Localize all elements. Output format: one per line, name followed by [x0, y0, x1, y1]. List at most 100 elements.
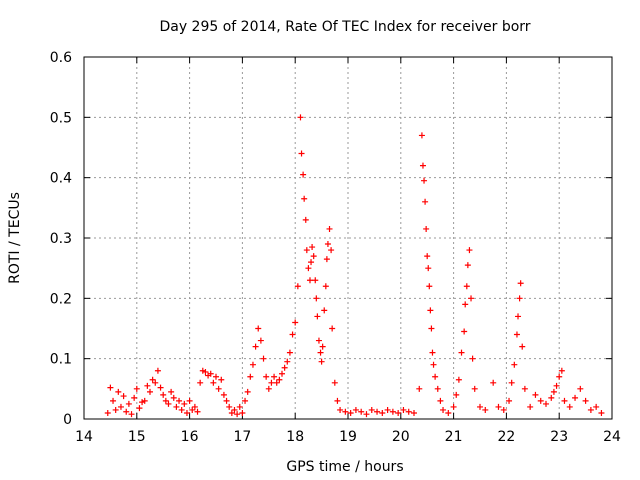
data-point [577, 385, 584, 392]
data-point [120, 393, 127, 400]
data-point [279, 370, 285, 377]
data-point [136, 405, 143, 412]
data-point [260, 355, 267, 362]
data-point [123, 408, 130, 415]
data-point [422, 198, 429, 205]
data-point [152, 379, 159, 386]
data-point [400, 406, 407, 413]
data-point [226, 403, 233, 410]
x-tick-label: 14 [75, 429, 93, 445]
data-point [553, 382, 560, 389]
data-point [326, 225, 333, 232]
data-point [317, 349, 324, 356]
data-point [587, 406, 594, 413]
data-point [423, 225, 430, 232]
data-point [363, 411, 370, 418]
data-point [162, 397, 169, 404]
data-point [310, 253, 317, 260]
data-point [463, 283, 470, 290]
data-point [284, 358, 291, 365]
x-tick-label: 18 [286, 429, 304, 445]
data-point [427, 307, 434, 314]
data-point [139, 399, 146, 406]
data-point [289, 331, 296, 338]
data-point [368, 406, 375, 413]
data-point [468, 295, 475, 302]
data-point [461, 328, 468, 335]
y-tick-label: 0.1 [50, 352, 72, 368]
data-point [572, 394, 579, 401]
data-point [411, 409, 417, 416]
data-point [416, 385, 423, 392]
data-point [429, 349, 436, 356]
x-tick-label: 21 [445, 429, 463, 445]
data-point [464, 262, 471, 269]
data-point [110, 397, 117, 404]
data-point [268, 379, 275, 386]
data-point [160, 391, 167, 398]
data-point [511, 361, 518, 368]
data-point [242, 397, 249, 404]
data-point [133, 385, 140, 392]
y-axis-label: ROTI / TECUs [7, 192, 23, 284]
data-point [308, 259, 315, 266]
data-point [374, 408, 381, 415]
data-point [515, 313, 522, 320]
data-point [593, 403, 600, 410]
data-point [508, 379, 515, 386]
data-point [477, 403, 483, 410]
data-point [128, 411, 135, 418]
data-point [207, 370, 214, 377]
data-point [255, 325, 262, 332]
data-point [220, 391, 227, 398]
data-point [426, 283, 433, 290]
y-tick-label: 0.2 [50, 291, 72, 307]
y-tick-label: 0.3 [50, 231, 72, 247]
data-point [165, 400, 172, 407]
data-point [598, 409, 605, 416]
data-point [223, 397, 230, 404]
data-point [428, 325, 435, 332]
data-point [303, 247, 310, 254]
data-point [112, 406, 119, 413]
data-point [561, 397, 568, 404]
data-point [231, 406, 238, 413]
data-point [117, 403, 124, 410]
x-tick-label: 20 [392, 429, 410, 445]
y-axis: 0 0.1 0.2 0.3 0.4 0.5 0.6 [50, 50, 612, 428]
data-point [144, 382, 151, 389]
data-point [247, 373, 254, 380]
data-point [329, 325, 336, 332]
x-axis: 14 15 16 17 18 19 20 21 22 23 24 [75, 57, 621, 445]
x-tick-label: 17 [233, 429, 251, 445]
data-point [199, 367, 206, 374]
data-point [342, 408, 349, 415]
data-point [202, 368, 209, 375]
data-point [168, 388, 175, 395]
data-point [286, 349, 293, 356]
x-tick-label: 24 [603, 429, 621, 445]
data-point [337, 406, 344, 413]
data-point [115, 388, 122, 395]
data-point [500, 406, 507, 413]
data-point [462, 301, 469, 308]
grid [84, 57, 612, 419]
data-point [471, 385, 478, 392]
data-point [104, 409, 111, 416]
data-point [543, 400, 549, 407]
data-point [157, 384, 164, 391]
data-point [257, 337, 264, 344]
data-point [228, 409, 235, 416]
data-point [218, 376, 225, 383]
data-point [239, 409, 246, 416]
data-point [131, 394, 138, 401]
data-point [191, 403, 198, 410]
data-point [210, 379, 217, 386]
data-point [384, 406, 391, 413]
data-point [297, 114, 304, 121]
data-point [532, 391, 539, 398]
data-point [358, 408, 365, 415]
data-point [450, 403, 457, 410]
data-point [324, 241, 331, 248]
